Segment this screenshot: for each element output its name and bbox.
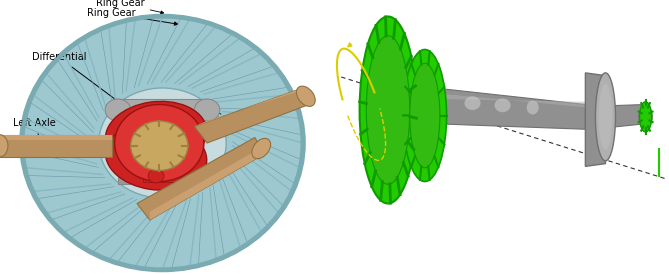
Ellipse shape — [106, 101, 207, 168]
Ellipse shape — [367, 36, 409, 184]
Ellipse shape — [252, 138, 271, 159]
Ellipse shape — [639, 106, 652, 128]
Ellipse shape — [139, 131, 157, 146]
Ellipse shape — [409, 63, 440, 168]
Text: Ring Gear: Ring Gear — [96, 0, 164, 14]
Ellipse shape — [166, 142, 185, 155]
Ellipse shape — [151, 154, 167, 170]
Ellipse shape — [151, 126, 167, 143]
Ellipse shape — [494, 98, 510, 112]
Polygon shape — [585, 73, 605, 166]
Ellipse shape — [105, 99, 130, 121]
Ellipse shape — [595, 73, 615, 161]
Ellipse shape — [148, 169, 164, 183]
Ellipse shape — [106, 123, 207, 190]
Ellipse shape — [22, 16, 302, 270]
Ellipse shape — [19, 14, 306, 272]
Text: Left Axle: Left Axle — [13, 119, 56, 139]
Polygon shape — [143, 168, 181, 182]
Polygon shape — [435, 94, 585, 107]
Polygon shape — [118, 99, 207, 121]
Ellipse shape — [114, 104, 204, 182]
Ellipse shape — [0, 135, 8, 157]
Ellipse shape — [162, 151, 179, 166]
Text: Differential: Differential — [32, 53, 134, 113]
Ellipse shape — [640, 102, 652, 132]
Ellipse shape — [130, 121, 188, 170]
Text: Right Axle: Right Axle — [181, 113, 237, 172]
Ellipse shape — [162, 131, 179, 146]
Ellipse shape — [403, 50, 447, 182]
Ellipse shape — [99, 88, 226, 198]
Polygon shape — [150, 146, 264, 220]
Polygon shape — [137, 138, 264, 220]
Polygon shape — [194, 88, 309, 126]
Polygon shape — [0, 135, 112, 140]
Ellipse shape — [527, 101, 539, 114]
Polygon shape — [435, 88, 585, 129]
Ellipse shape — [194, 99, 220, 121]
Polygon shape — [0, 135, 112, 157]
Polygon shape — [605, 104, 646, 128]
Text: Pinion Gear: Pinion Gear — [181, 113, 238, 147]
Ellipse shape — [599, 84, 612, 150]
Ellipse shape — [360, 16, 416, 203]
Text: Ring Gear: Ring Gear — [87, 9, 178, 25]
Polygon shape — [194, 88, 309, 143]
Ellipse shape — [134, 142, 153, 155]
Polygon shape — [118, 165, 207, 184]
Ellipse shape — [296, 86, 315, 106]
Ellipse shape — [139, 151, 157, 166]
Ellipse shape — [464, 96, 480, 110]
